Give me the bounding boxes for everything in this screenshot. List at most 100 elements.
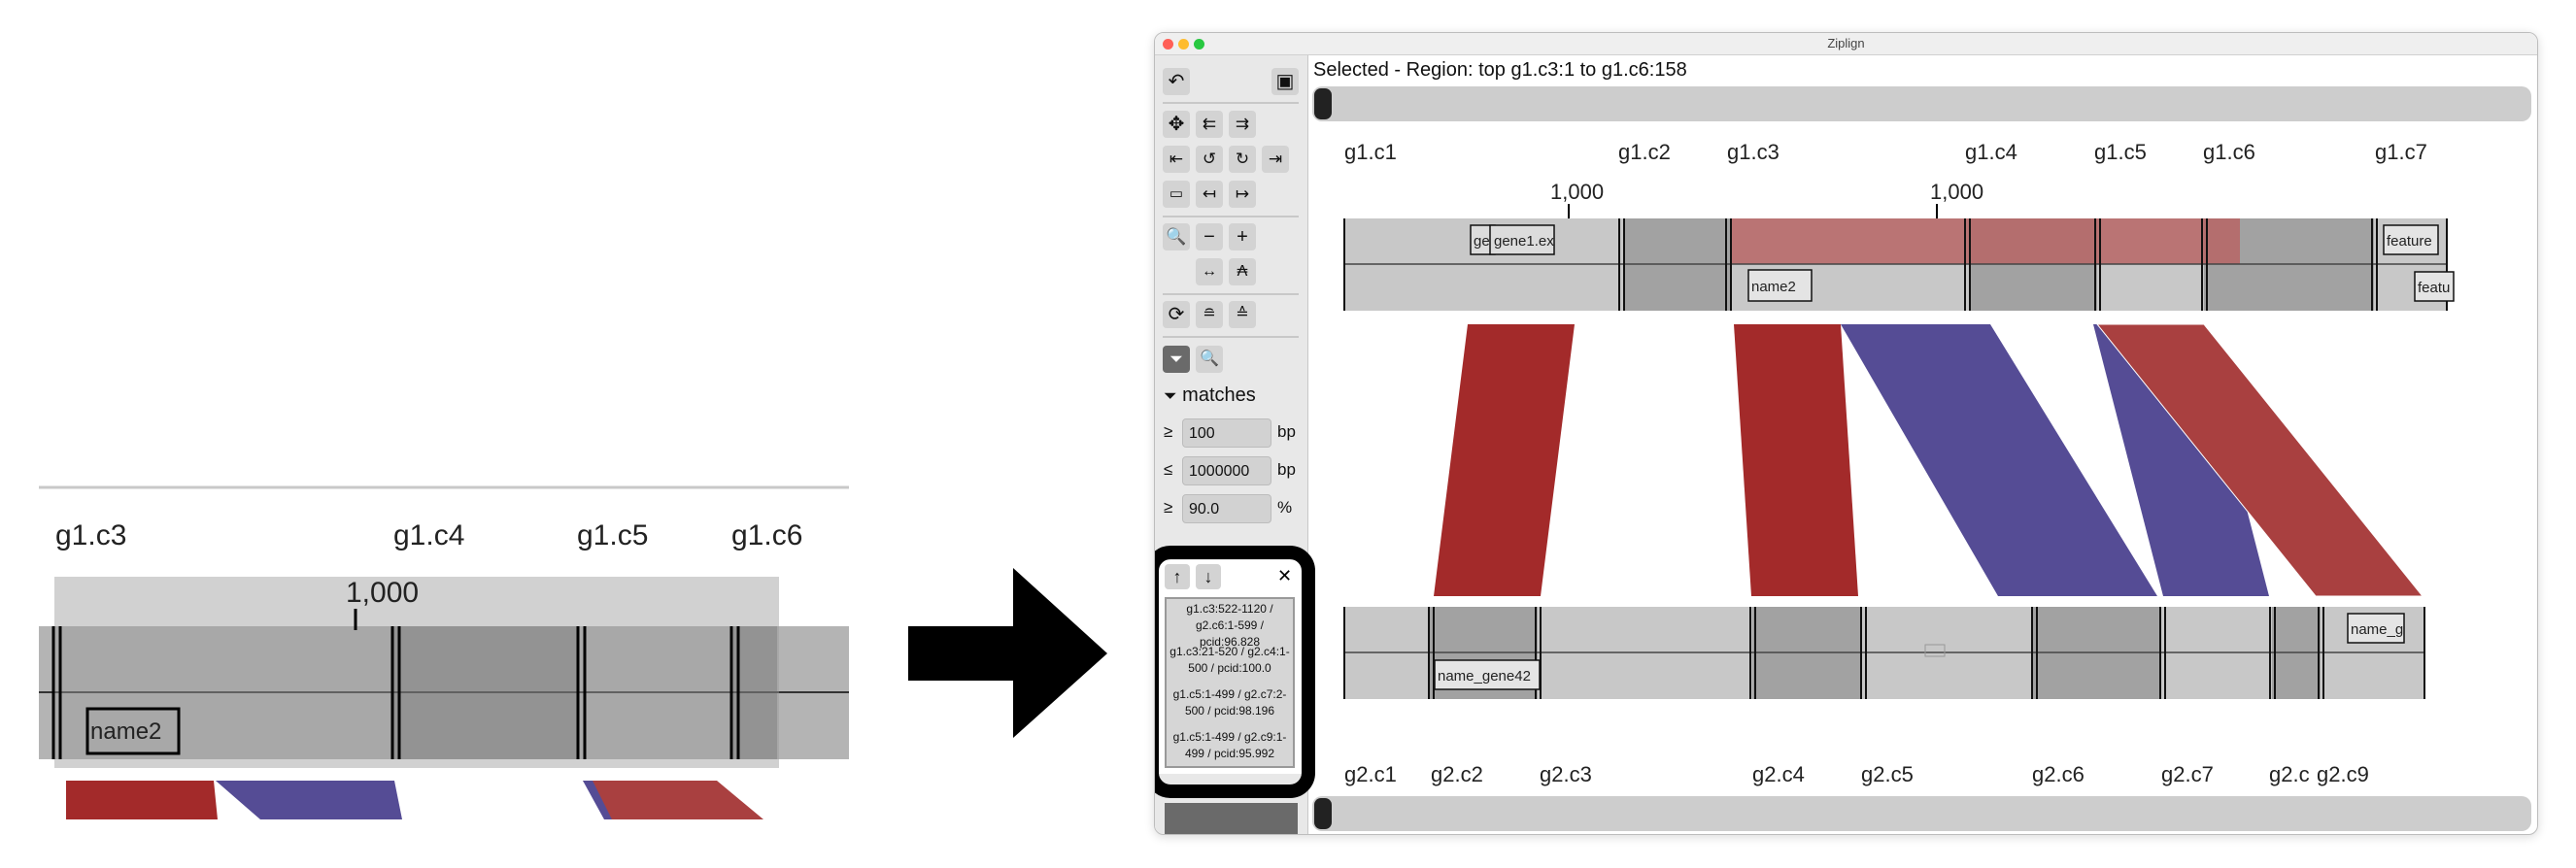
top-contig-label: g1.c2 bbox=[1618, 140, 1671, 164]
min-pcid-unit: % bbox=[1277, 498, 1293, 517]
move-end-button[interactable]: ⇥ bbox=[1262, 146, 1289, 173]
window-title: Ziplign bbox=[1827, 36, 1865, 50]
close-list-button[interactable]: ✕ bbox=[1277, 566, 1292, 586]
divider bbox=[1163, 216, 1299, 217]
shift-left-button[interactable]: ⇇ bbox=[1196, 111, 1223, 138]
filter-icon: ⏷ bbox=[1169, 350, 1183, 368]
match-ribbon-reverse[interactable] bbox=[2093, 324, 2269, 596]
selection-region[interactable] bbox=[54, 577, 779, 768]
top-contig-label: g1.c3 bbox=[1727, 140, 1779, 164]
detail-area bbox=[1165, 803, 1298, 834]
min-pcid-symbol: ≥ bbox=[1164, 498, 1173, 517]
filter-heading-label: matches bbox=[1182, 384, 1256, 406]
flip-right-icon: ↻ bbox=[1235, 150, 1250, 168]
match-ribbon-forward[interactable] bbox=[2095, 323, 2424, 597]
bottom-contig-label: g2.c5 bbox=[1861, 762, 1914, 786]
move-icon: ✥ bbox=[1168, 114, 1185, 135]
bottom-contig-label: g2.c bbox=[2269, 762, 2310, 786]
undo-button[interactable]: ↶ bbox=[1163, 68, 1190, 95]
collapse-button[interactable]: ≘ bbox=[1196, 301, 1223, 328]
minus-icon: − bbox=[1203, 226, 1215, 248]
match-stub-reverse-1[interactable] bbox=[216, 781, 402, 819]
move-start-button[interactable]: ⇤ bbox=[1163, 146, 1190, 173]
arrow-up-icon: ↑ bbox=[1172, 567, 1182, 586]
match-stub-forward-1[interactable] bbox=[66, 781, 218, 819]
flip-right-button[interactable]: ↻ bbox=[1229, 146, 1256, 173]
feature-label-name2: name2 bbox=[90, 718, 161, 745]
top-scrollbar-thumb[interactable] bbox=[1314, 88, 1332, 119]
feature-box[interactable] bbox=[2414, 271, 2455, 302]
arrow-right-icon bbox=[908, 568, 1107, 738]
copy-icon: ▣ bbox=[1275, 71, 1295, 92]
ruler-button[interactable]: ▭ bbox=[1163, 181, 1190, 208]
feature-box[interactable] bbox=[1747, 269, 1813, 302]
contig-label-g1c6: g1.c6 bbox=[731, 519, 802, 551]
arrow-forward-icon: ↦ bbox=[1235, 184, 1250, 203]
title-bar: Ziplign bbox=[1155, 33, 2537, 55]
sidebar: ↶ ▣ ✥ ⇇ ⇉ ⇤ ↺ ↻ ⇥ ▭ ↤ ↦ 🔍 − + ↔ ₳ ⟳ ≘ ≙ … bbox=[1155, 55, 1315, 834]
fit-width-button[interactable]: ↔ bbox=[1196, 258, 1223, 285]
top-contig-boundaries bbox=[1343, 218, 2448, 311]
align-forward-button[interactable]: ↦ bbox=[1229, 181, 1256, 208]
alignment-canvas[interactable]: g1.c1 g1.c2 g1.c3 g1.c4 g1.c5 g1.c6 g1.c… bbox=[1155, 33, 2537, 834]
feature-box[interactable] bbox=[2347, 613, 2405, 644]
next-match-button[interactable]: ↓ bbox=[1196, 564, 1221, 589]
max-length-input[interactable]: 1000000 bbox=[1182, 456, 1271, 485]
match-list-item[interactable]: g1.c5:1-499 / g2.c9:1-499 / pcid:95.992 bbox=[1172, 730, 1287, 760]
match-ribbon-reverse[interactable] bbox=[1841, 324, 2157, 596]
funnel-icon: ⏷ bbox=[1164, 386, 1177, 405]
min-pcid-input[interactable]: 90.0 bbox=[1182, 494, 1271, 523]
match-list bbox=[1165, 597, 1295, 768]
search-icon: 🔍 bbox=[1200, 351, 1219, 367]
match-stub-forward-2[interactable] bbox=[583, 781, 763, 819]
copy-button[interactable]: ▣ bbox=[1271, 68, 1299, 95]
shift-right-button[interactable]: ⇉ bbox=[1229, 111, 1256, 138]
maximize-window-button[interactable] bbox=[1194, 39, 1204, 50]
minimize-window-button[interactable] bbox=[1178, 39, 1189, 50]
plus-icon: + bbox=[1237, 226, 1248, 248]
bottom-contig-label: g2.c1 bbox=[1344, 762, 1397, 786]
match-list-item[interactable]: g1.c3:21-520 / g2.c4:1-500 / pcid:100.0 bbox=[1169, 645, 1290, 675]
filter-tab-button[interactable]: ⏷ bbox=[1163, 346, 1190, 373]
feature-box-small[interactable] bbox=[1924, 644, 1946, 657]
bottom-contig-label: g2.c7 bbox=[2161, 762, 2214, 786]
min-length-input[interactable]: 100 bbox=[1182, 418, 1271, 448]
feature-box[interactable] bbox=[1434, 659, 1541, 690]
feature-box-name2[interactable] bbox=[85, 707, 181, 755]
divider bbox=[1163, 102, 1299, 104]
contig-boundaries bbox=[51, 626, 740, 759]
expand-button[interactable]: ≙ bbox=[1229, 301, 1256, 328]
ziplign-window: Ziplign ↶ ▣ ✥ ⇇ ⇉ ⇤ ↺ ↻ ⇥ ▭ ↤ ↦ 🔍 − + ↔ … bbox=[1154, 32, 2538, 835]
top-contig-label: g1.c7 bbox=[2375, 140, 2427, 164]
search-tab-button[interactable]: 🔍 bbox=[1196, 346, 1223, 373]
top-scrollbar[interactable] bbox=[1312, 86, 2531, 121]
refresh-button[interactable]: ⟳ bbox=[1163, 301, 1190, 328]
min-length-symbol: ≥ bbox=[1164, 422, 1173, 441]
arrow-back-icon: ↤ bbox=[1202, 184, 1217, 203]
feature-box[interactable] bbox=[1489, 224, 1555, 255]
zoom-tool-button[interactable]: 🔍 bbox=[1163, 223, 1190, 250]
bottom-scrollbar[interactable] bbox=[1312, 796, 2531, 831]
selection-highlight[interactable] bbox=[1730, 218, 2240, 264]
filter-heading: ⏷ matches bbox=[1164, 384, 1256, 407]
shift-left-icon: ⇇ bbox=[1202, 115, 1217, 133]
text-size-button[interactable]: ₳ bbox=[1229, 258, 1256, 285]
zoom-in-button[interactable]: + bbox=[1229, 223, 1256, 250]
close-window-button[interactable] bbox=[1163, 39, 1173, 50]
tick-label: 1,000 bbox=[346, 577, 419, 609]
divider bbox=[1163, 293, 1299, 295]
match-list-item[interactable]: g1.c3:522-1120 / g2.c6:1-599 / pcid:96.8… bbox=[1186, 602, 1273, 649]
feature-box[interactable] bbox=[2383, 224, 2439, 255]
zoom-out-button[interactable]: − bbox=[1196, 223, 1223, 250]
flip-left-button[interactable]: ↺ bbox=[1196, 146, 1223, 173]
match-ribbon-forward[interactable] bbox=[1434, 324, 1575, 596]
align-back-button[interactable]: ↤ bbox=[1196, 181, 1223, 208]
align-left-icon: ⇤ bbox=[1169, 150, 1184, 168]
ruler-icon: ▭ bbox=[1169, 185, 1184, 202]
bottom-scrollbar-thumb[interactable] bbox=[1314, 798, 1332, 829]
match-stub-reverse-2[interactable] bbox=[583, 781, 612, 819]
match-list-item[interactable]: g1.c5:1-499 / g2.c7:2-500 / pcid:98.196 bbox=[1172, 687, 1287, 718]
pan-button[interactable]: ✥ bbox=[1163, 111, 1190, 138]
match-ribbon-forward[interactable] bbox=[1734, 324, 1858, 596]
feature-label: feature bbox=[2387, 233, 2432, 250]
